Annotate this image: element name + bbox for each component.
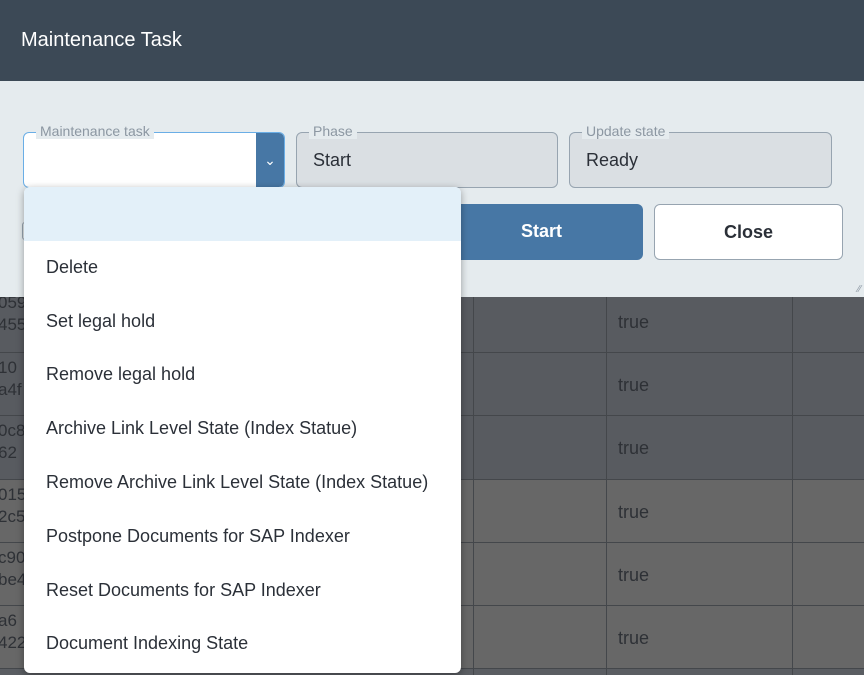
start-button[interactable]: Start: [440, 204, 643, 260]
id-cell: 015 2c5: [0, 485, 27, 526]
flag-cell: true: [618, 312, 650, 332]
id-cell: 059 455: [0, 293, 27, 334]
phase-field: Phase Start: [296, 123, 558, 188]
column-divider: [473, 296, 474, 675]
field-value: Ready: [586, 150, 639, 170]
maintenance-task-select[interactable]: Maintenance task ⌄: [23, 123, 285, 188]
dialog-title: Maintenance Task: [0, 0, 864, 81]
option-remove-legal-hold[interactable]: Remove legal hold: [46, 364, 196, 385]
chevron-down-icon[interactable]: ⌄: [256, 133, 284, 187]
maintenance-task-dropdown: Delete Set legal hold Remove legal hold …: [24, 187, 461, 673]
field-value: Start: [313, 150, 352, 170]
column-divider: [606, 296, 607, 675]
flag-cell: true: [618, 438, 650, 458]
flag-cell: true: [618, 628, 650, 648]
option-set-legal-hold[interactable]: Set legal hold: [46, 310, 156, 331]
resize-grip-icon[interactable]: ∕∕: [857, 284, 861, 295]
field-label: Maintenance task: [36, 123, 154, 139]
id-cell: c90 be4: [0, 548, 27, 589]
close-button[interactable]: Close: [654, 204, 843, 260]
option-archive-link-level-state[interactable]: Archive Link Level State (Index Statue): [46, 418, 358, 439]
option-document-indexing-state[interactable]: Document Indexing State: [46, 633, 249, 654]
update-state-field: Update state Ready: [569, 123, 832, 188]
column-divider: [792, 296, 793, 675]
flag-cell: true: [618, 502, 650, 522]
flag-cell: true: [618, 375, 650, 395]
id-cell: 0c8 62: [0, 421, 26, 462]
option-postpone-documents[interactable]: Postpone Documents for SAP Indexer: [46, 525, 350, 546]
field-label: Phase: [309, 123, 357, 139]
option-delete[interactable]: Delete: [46, 256, 99, 277]
id-cell: 10 a4f: [0, 358, 22, 399]
option-reset-documents[interactable]: Reset Documents for SAP Indexer: [46, 579, 321, 600]
option-remove-archive-link-level-state[interactable]: Remove Archive Link Level State (Index S…: [46, 471, 429, 492]
option-empty[interactable]: [24, 187, 461, 241]
id-cell: a6 422: [0, 611, 27, 652]
field-label: Update state: [582, 123, 670, 139]
flag-cell: true: [618, 565, 650, 585]
